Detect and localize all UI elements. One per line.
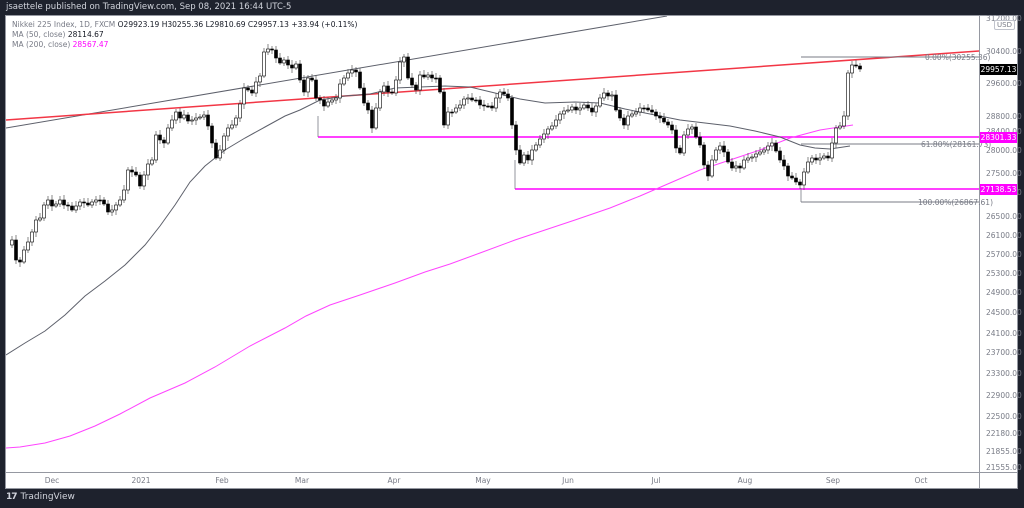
ma200-value: 28567.47 bbox=[72, 40, 109, 49]
price-axis-label: 22500.00 bbox=[986, 412, 1022, 421]
price-axis-label: 22180.00 bbox=[986, 429, 1022, 438]
price-axis-border bbox=[979, 15, 980, 489]
price-axis-label: 23300.00 bbox=[986, 369, 1022, 378]
time-axis-label: Jun bbox=[562, 476, 574, 485]
price-axis-label: 21855.00 bbox=[986, 447, 1022, 456]
time-axis-label: Dec bbox=[44, 476, 60, 485]
fib-label-0: 0.00%(30255.36) bbox=[925, 53, 991, 62]
price-axis-label: 23700.00 bbox=[986, 348, 1022, 357]
price-axis-label: 28000.00 bbox=[986, 146, 1022, 155]
fib-label-618: 61.80%(28161.73) bbox=[921, 140, 992, 149]
price-axis-label: 28800.00 bbox=[986, 112, 1022, 121]
tradingview-logo-icon: 17 bbox=[6, 492, 17, 502]
candlesticks bbox=[10, 44, 862, 267]
ma200-line bbox=[6, 124, 854, 449]
footer-bar bbox=[0, 489, 1024, 508]
ohlc-high: H30255.36 bbox=[161, 20, 204, 29]
price-axis-label: 25300.00 bbox=[986, 269, 1022, 278]
ma200-label: MA (200, close) bbox=[12, 40, 71, 49]
price-tag: 28301.33 bbox=[980, 132, 1017, 143]
price-axis-label: 31200.00 bbox=[986, 14, 1022, 23]
ma50-legend-row[interactable]: MA (50, close) 28114.67 bbox=[12, 30, 357, 40]
symbol-name: Nikkei 225 Index, 1D, FXCM bbox=[12, 20, 116, 29]
price-axis-label: 26500.00 bbox=[986, 212, 1022, 221]
time-axis-label: Jul bbox=[651, 476, 661, 485]
price-axis-label: 29600.00 bbox=[986, 79, 1022, 88]
time-axis-label: Mar bbox=[294, 476, 310, 485]
ma50-label: MA (50, close) bbox=[12, 30, 66, 39]
price-axis-label: 24100.00 bbox=[986, 329, 1022, 338]
ma200-legend-row[interactable]: MA (200, close) 28567.47 bbox=[12, 40, 357, 50]
time-axis-label: Oct bbox=[914, 476, 928, 485]
price-tag: 29957.13 bbox=[980, 64, 1017, 75]
price-axis-label: 22900.00 bbox=[986, 391, 1022, 400]
ma50-value: 28114.67 bbox=[67, 30, 104, 39]
fib-label-100: 100.00%(26867.61) bbox=[918, 198, 994, 207]
time-axis-label: Aug bbox=[737, 476, 753, 485]
price-axis-label: 30400.00 bbox=[986, 47, 1022, 56]
trendline-red bbox=[6, 50, 979, 121]
ohlc-close: C29957.13 bbox=[247, 20, 289, 29]
price-axis-label: 26100.00 bbox=[986, 231, 1022, 240]
ohlc-low: L29810.69 bbox=[205, 20, 246, 29]
price-axis-label: 24900.00 bbox=[986, 288, 1022, 297]
time-axis-border bbox=[5, 472, 1018, 473]
trendline-upper-gray bbox=[6, 16, 668, 129]
time-axis-label: May bbox=[475, 476, 491, 485]
publish-header: jsaettele published on TradingView.com, … bbox=[0, 0, 1024, 16]
ohlc-change: +33.94 (+0.11%) bbox=[291, 20, 358, 29]
publish-info: jsaettele published on TradingView.com, … bbox=[6, 2, 292, 12]
chart-legend: Nikkei 225 Index, 1D, FXCM O29923.19 H30… bbox=[12, 20, 357, 50]
price-axis-label: 25700.00 bbox=[986, 250, 1022, 259]
time-axis-label: Apr bbox=[387, 476, 401, 485]
price-axis-label: 24500.00 bbox=[986, 308, 1022, 317]
tradingview-brand: TradingView bbox=[20, 492, 75, 502]
symbol-legend-row: Nikkei 225 Index, 1D, FXCM O29923.19 H30… bbox=[12, 20, 357, 30]
time-axis-label: Feb bbox=[215, 476, 229, 485]
time-axis-label: Sep bbox=[825, 476, 841, 485]
price-axis-label: 28400.00 bbox=[986, 127, 1022, 136]
price-axis-label: 21555.00 bbox=[986, 463, 1022, 472]
price-axis-label: 27500.00 bbox=[986, 169, 1022, 178]
price-tag: 27138.53 bbox=[980, 184, 1017, 195]
time-axis-label: 2021 bbox=[131, 476, 151, 485]
tradingview-logo[interactable]: 17 TradingView bbox=[6, 492, 75, 502]
currency-label[interactable]: USD bbox=[994, 20, 1015, 30]
ma50-line bbox=[6, 85, 851, 356]
ohlc-open: O29923.19 bbox=[117, 20, 160, 29]
